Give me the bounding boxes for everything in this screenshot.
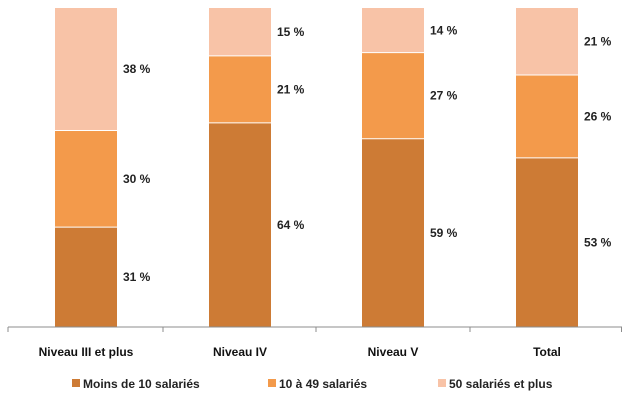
data-label-1-0: 64 % [277, 218, 305, 232]
bar-segment-0-2 [55, 8, 117, 131]
data-label-0-2: 38 % [123, 62, 151, 76]
bars-layer [55, 8, 578, 327]
legend-swatch-1 [268, 379, 276, 387]
data-label-2-0: 59 % [430, 226, 458, 240]
bar-segment-3-1 [516, 74, 578, 158]
category-label-2: Niveau V [368, 345, 419, 359]
x-axis: Niveau III et plus Niveau IV Niveau V Total [7, 326, 622, 359]
data-labels-layer: 31 % 30 % 38 % 64 % 21 % 15 % 59 % 27 % 14 % 53 %… [123, 23, 612, 284]
legend-swatch-0 [72, 379, 80, 387]
category-label-1: Niveau IV [213, 345, 267, 359]
legend-label-1: 10 à 49 salariés [279, 377, 367, 391]
category-label-3: Total [533, 345, 561, 359]
data-label-0-0: 31 % [123, 270, 151, 284]
bar-segment-1-1 [209, 55, 271, 123]
data-label-2-1: 27 % [430, 89, 458, 103]
legend-label-0: Moins de 10 salariés [83, 377, 200, 391]
bar-segment-1-0 [209, 122, 271, 327]
bar-segment-0-0 [55, 227, 117, 327]
bar-segment-2-0 [362, 138, 424, 327]
bar-segment-2-2 [362, 8, 424, 53]
data-label-0-1: 30 % [123, 172, 151, 186]
data-label-1-1: 21 % [277, 82, 305, 96]
bar-segment-0-1 [55, 130, 117, 228]
data-label-2-2: 14 % [430, 23, 458, 37]
data-label-3-2: 21 % [584, 34, 612, 48]
category-label-0: Niveau III et plus [39, 345, 134, 359]
legend-swatch-2 [438, 379, 446, 387]
data-label-3-0: 53 % [584, 235, 612, 249]
data-label-1-2: 15 % [277, 25, 305, 39]
legend-label-2: 50 salariés et plus [449, 377, 553, 391]
bar-segment-3-2 [516, 8, 578, 75]
bar-segment-2-1 [362, 52, 424, 139]
data-label-3-1: 26 % [584, 109, 612, 123]
bar-segment-3-0 [516, 157, 578, 327]
legend: Moins de 10 salariés 10 à 49 salariés 50 s… [72, 377, 553, 391]
bar-segment-1-2 [209, 8, 271, 56]
